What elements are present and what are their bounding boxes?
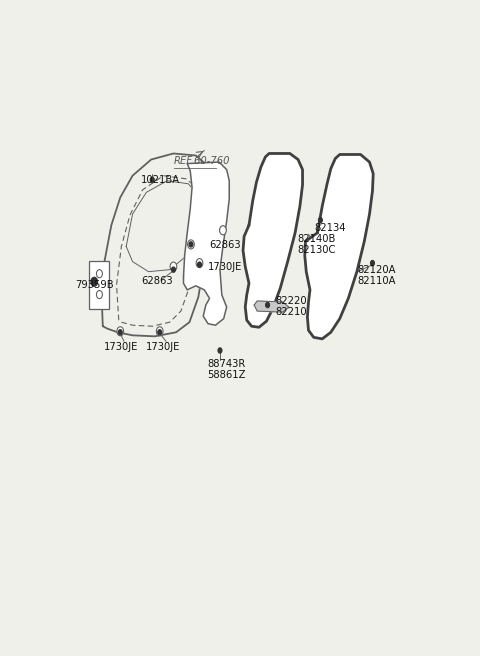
Circle shape [96, 270, 102, 277]
Circle shape [150, 177, 154, 182]
Circle shape [189, 242, 193, 247]
Circle shape [96, 291, 102, 298]
Circle shape [117, 327, 124, 336]
Text: 58861Z: 58861Z [207, 370, 245, 380]
Circle shape [156, 327, 163, 336]
Text: 1730JE: 1730JE [104, 342, 138, 352]
Text: 82130C: 82130C [297, 245, 336, 255]
Text: 88743R: 88743R [207, 359, 245, 369]
Circle shape [266, 302, 269, 308]
Circle shape [219, 226, 226, 235]
Text: REF.60-760: REF.60-760 [173, 155, 230, 165]
Polygon shape [102, 154, 208, 337]
Text: 82210: 82210 [276, 307, 307, 317]
Circle shape [171, 267, 175, 272]
Circle shape [220, 226, 226, 234]
Circle shape [371, 260, 374, 266]
Circle shape [158, 330, 162, 335]
Text: 1021BA: 1021BA [141, 174, 180, 185]
Text: 82110A: 82110A [358, 276, 396, 286]
Text: 1730JE: 1730JE [146, 342, 180, 352]
Circle shape [92, 278, 96, 283]
Text: 1730JE: 1730JE [208, 262, 242, 272]
Circle shape [198, 262, 202, 267]
Circle shape [91, 277, 97, 286]
Text: 82220: 82220 [276, 296, 307, 306]
Text: 82120A: 82120A [358, 264, 396, 275]
Polygon shape [254, 301, 289, 312]
Text: 62863: 62863 [141, 276, 173, 286]
Polygon shape [183, 162, 229, 325]
Polygon shape [305, 155, 373, 339]
Circle shape [196, 258, 203, 268]
Text: 82140B: 82140B [297, 234, 336, 244]
Circle shape [170, 262, 177, 271]
Text: 82134: 82134 [315, 223, 347, 233]
Circle shape [218, 348, 222, 353]
Polygon shape [243, 154, 302, 327]
FancyBboxPatch shape [89, 261, 109, 308]
Text: ___________: ___________ [173, 160, 217, 169]
Text: 62863: 62863 [209, 240, 240, 251]
Circle shape [319, 218, 322, 222]
Circle shape [188, 240, 194, 249]
Text: 79359B: 79359B [75, 280, 113, 290]
Circle shape [119, 330, 122, 335]
